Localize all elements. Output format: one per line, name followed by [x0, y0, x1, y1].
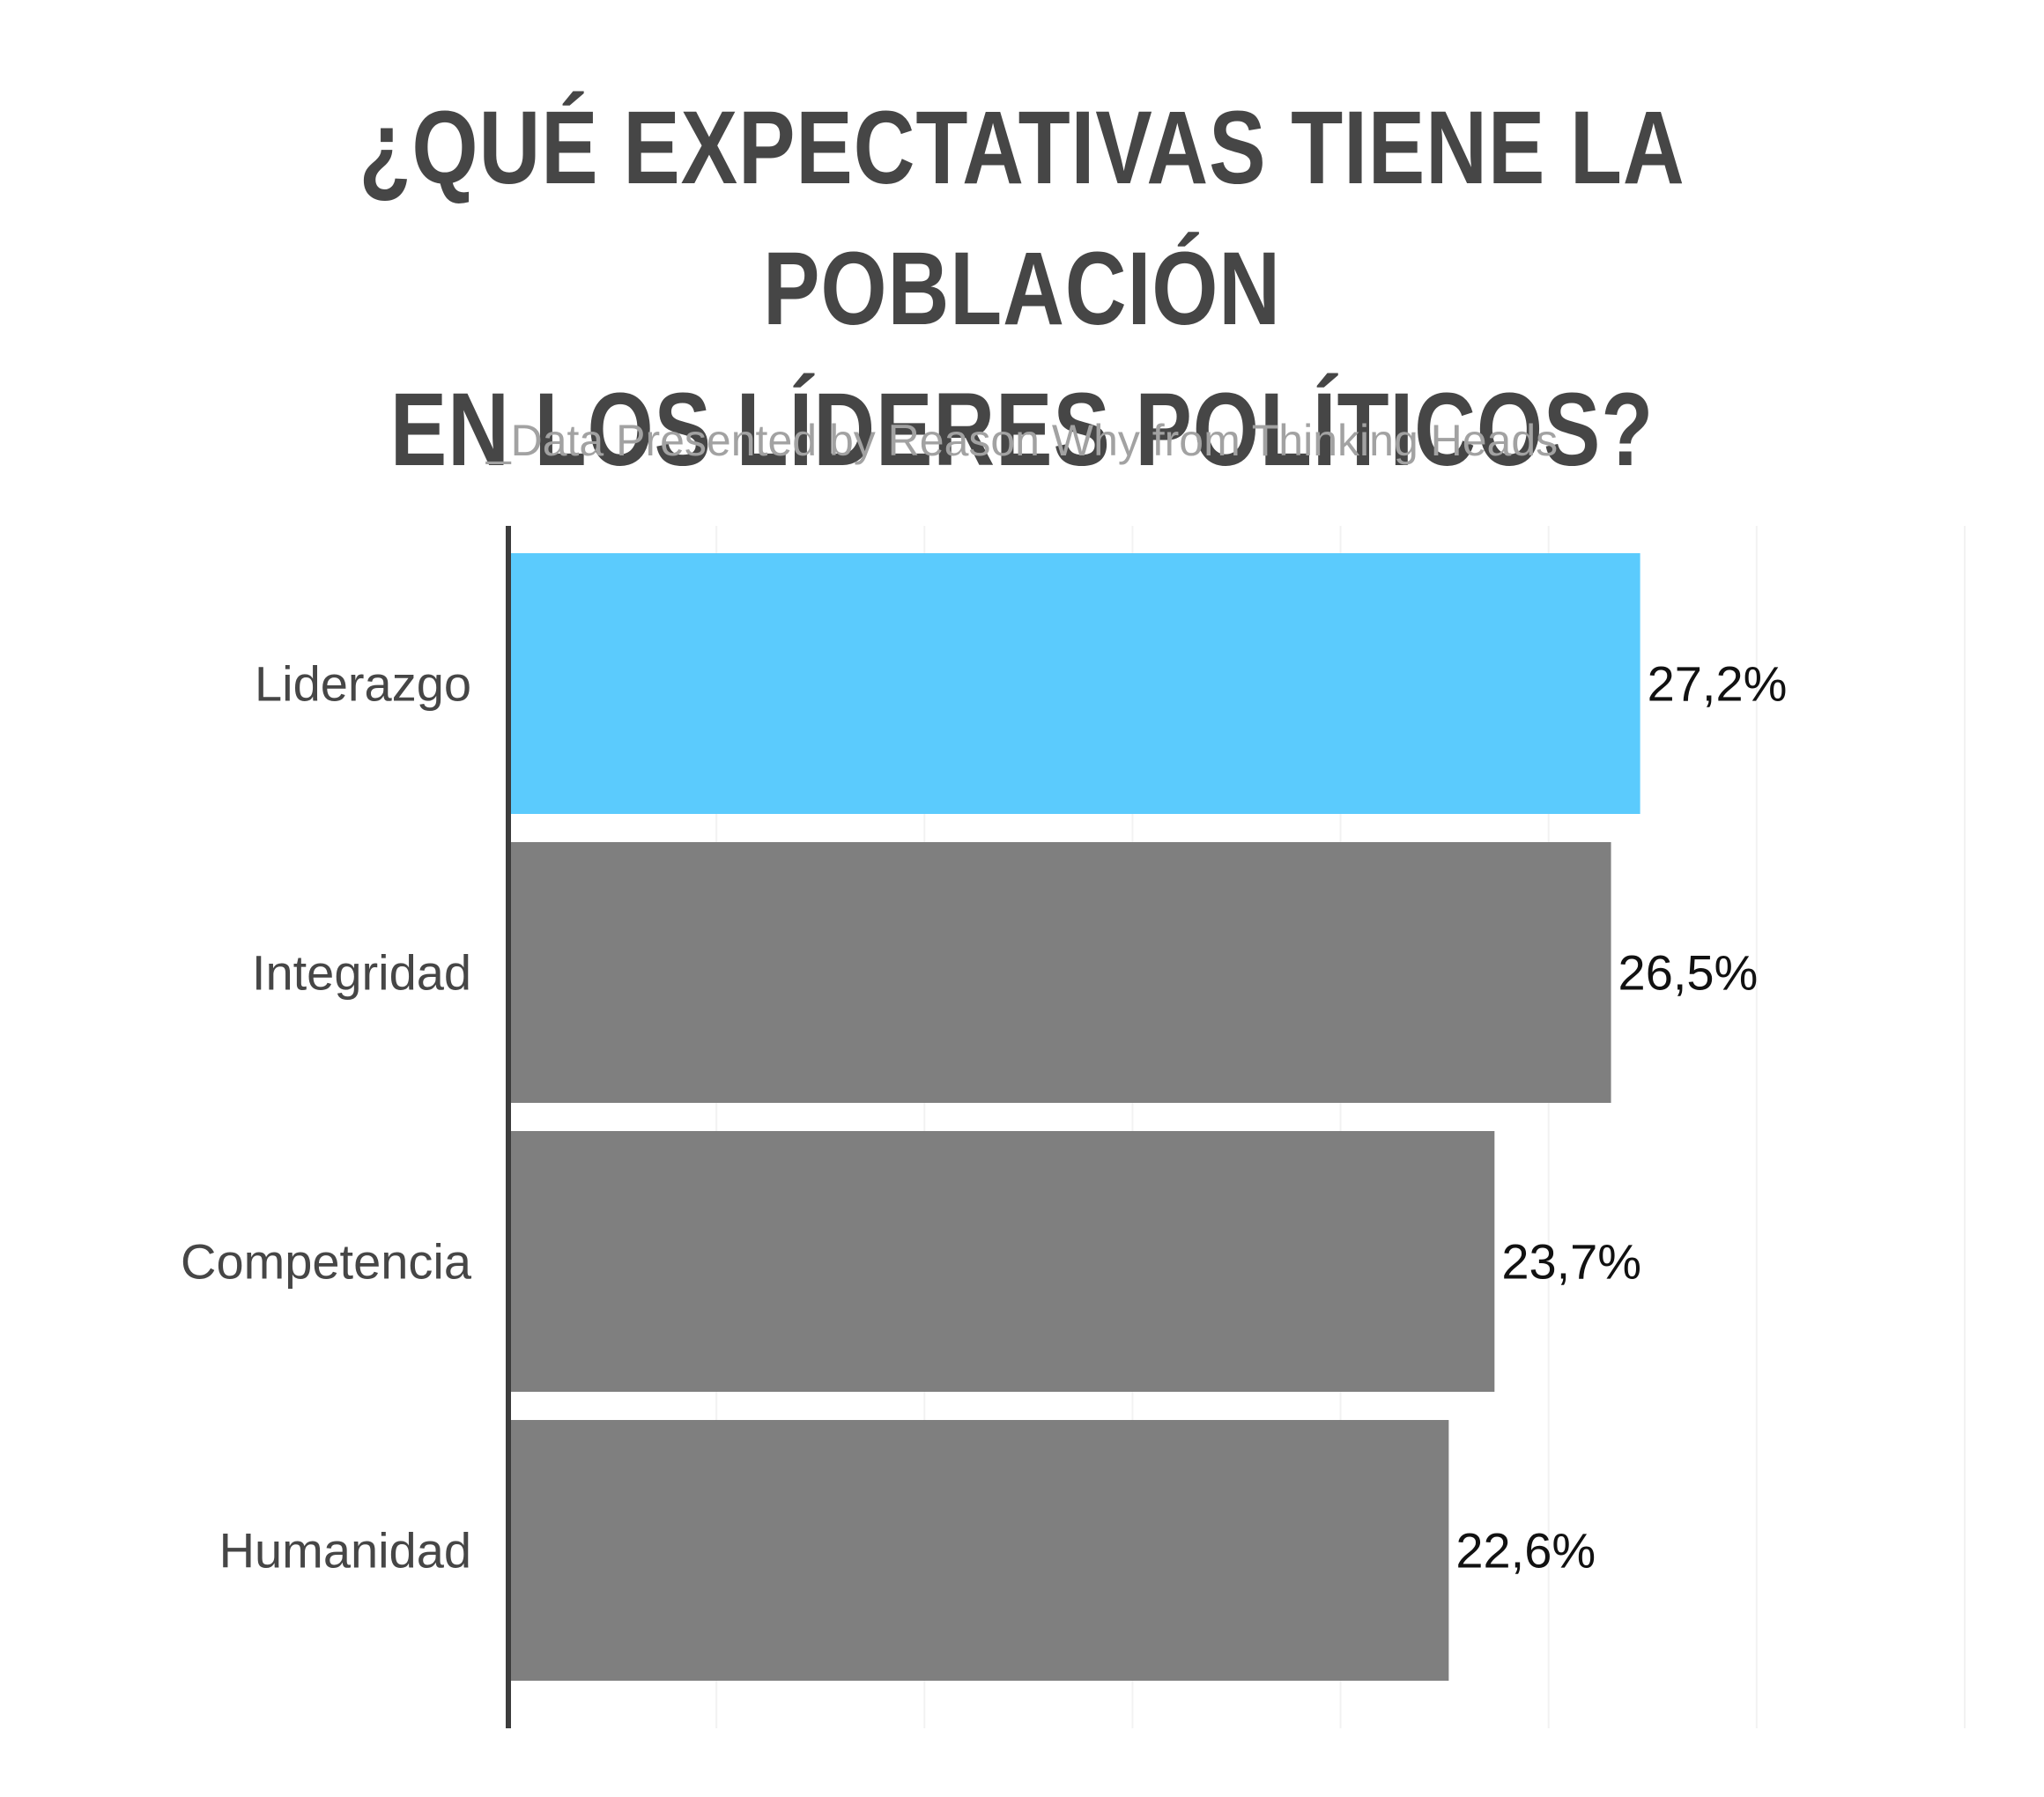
data-label: 26,5% [1618, 945, 1759, 1001]
chart-subtitle: _Data Presented by Reason Why from Think… [485, 416, 1559, 465]
category-label: Humanidad [219, 1523, 471, 1579]
bar [508, 1420, 1449, 1681]
data-label: 27,2% [1648, 656, 1788, 712]
bar [508, 553, 1640, 814]
data-label: 22,6% [1455, 1523, 1596, 1579]
bar [508, 842, 1611, 1103]
category-label: Liderazgo [255, 656, 471, 712]
category-label: Integridad [252, 945, 471, 1001]
category-label: Competencia [181, 1234, 472, 1290]
data-label: 23,7% [1501, 1234, 1641, 1290]
chart-title-line-2: EN LOS LÍDERES POLÍTICOS? [389, 372, 1655, 488]
chart-title: ¿QUÉ EXPECTATIVAS TIENE LA POBLACIÓN EN … [184, 78, 1860, 500]
bar [508, 1131, 1495, 1392]
chart-title-line-1: ¿QUÉ EXPECTATIVAS TIENE LA POBLACIÓN [359, 90, 1685, 347]
